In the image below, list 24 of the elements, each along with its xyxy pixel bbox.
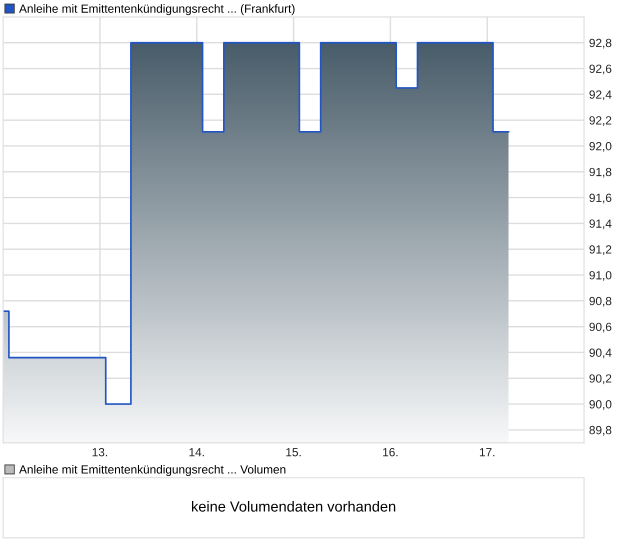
- y-tick-label: 92,4: [589, 90, 612, 100]
- x-tick-label: 15.: [286, 448, 301, 456]
- legend-label: Anleihe mit Emittentenkündigungsrecht ... (Frankfurt): [19, 4, 295, 16]
- text: Anleihe mit Emittentenkündigungsrecht ... Volumen: [19, 464, 286, 476]
- text: keine Volumendaten vorhanden: [192, 500, 396, 512]
- x-tick-label: 14.: [189, 448, 204, 456]
- y-tick-label: 92,6: [589, 64, 612, 74]
- y-tick-label: 91,6: [589, 194, 612, 204]
- y-tick-label: 91,0: [589, 271, 612, 281]
- y-tick-label: 91,2: [589, 245, 612, 256]
- x-tick-label: 13.: [92, 448, 108, 456]
- y-tick-label: 90,6: [589, 322, 612, 332]
- x-tick-label: 16.: [383, 448, 398, 456]
- y-tick-label: 92,0: [589, 142, 612, 152]
- y-tick-label: 90,0: [589, 400, 612, 410]
- y-tick-label: 89,8: [589, 426, 612, 436]
- y-tick-label: 90,2: [589, 374, 612, 384]
- y-tick-label: 92,8: [589, 38, 612, 49]
- y-tick-label: 90,4: [589, 348, 612, 358]
- y-tick-label: 90,8: [589, 296, 612, 307]
- y-tick-label: 91,4: [589, 219, 612, 230]
- y-tick-label: 91,8: [589, 168, 612, 178]
- x-tick-label: 17.: [480, 448, 494, 456]
- y-tick-label: 92,2: [589, 116, 612, 126]
